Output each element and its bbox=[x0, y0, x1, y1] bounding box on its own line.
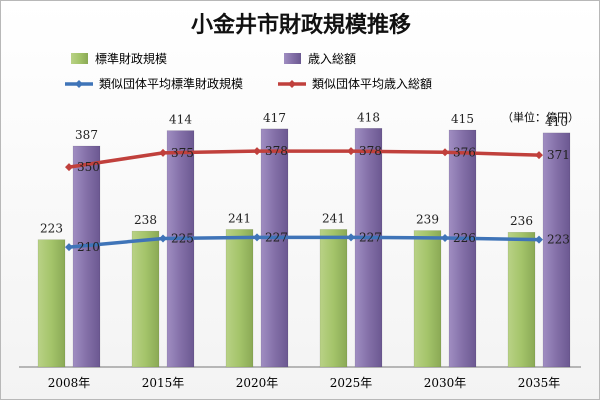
line-point-avg-standard-scale-3 bbox=[347, 233, 355, 242]
line-point-avg-standard-scale-5 bbox=[535, 235, 543, 244]
line-value-label: 378 bbox=[265, 144, 288, 158]
legend-swatch bbox=[71, 53, 88, 64]
line-point-avg-revenue-total-4 bbox=[441, 148, 449, 157]
bar-value-label: 241 bbox=[228, 211, 251, 225]
legend-marker bbox=[288, 80, 296, 88]
line-value-label: 371 bbox=[547, 148, 570, 162]
bar-value-label: 238 bbox=[134, 213, 157, 227]
line-point-avg-standard-scale-4 bbox=[441, 233, 449, 242]
line-point-avg-standard-scale-1 bbox=[159, 234, 167, 243]
line-avg-standard-scale bbox=[68, 235, 540, 249]
bar-revenue-total-2 bbox=[260, 128, 289, 368]
x-tick-label: 2025年 bbox=[330, 376, 373, 390]
bar-value-label: 239 bbox=[416, 213, 439, 227]
bar-revenue-total-4 bbox=[448, 129, 477, 368]
bar-value-label: 387 bbox=[75, 128, 98, 142]
bar-revenue-total-3 bbox=[354, 128, 383, 368]
bar-standard-scale-3 bbox=[319, 229, 348, 368]
plot-area: 223 387 2008年 238 414 2015年 241 417 2020年 241 418 2… bbox=[37, 110, 571, 390]
line-avg-revenue-total bbox=[68, 149, 540, 169]
line-value-label: 376 bbox=[453, 145, 476, 159]
bar-value-label: 418 bbox=[357, 110, 380, 124]
legend-swatch bbox=[284, 53, 301, 64]
bar-standard-scale-4 bbox=[413, 230, 442, 368]
bar-value-label: 415 bbox=[451, 112, 474, 126]
line-value-label: 225 bbox=[171, 232, 194, 246]
line-value-label: 375 bbox=[171, 146, 194, 160]
bar-value-label: 410 bbox=[545, 115, 568, 129]
line-value-label: 227 bbox=[359, 230, 382, 244]
bar-revenue-total-5 bbox=[542, 132, 571, 368]
bar-standard-scale-2 bbox=[225, 229, 254, 368]
bar-revenue-total-1 bbox=[166, 130, 195, 368]
line-value-label: 223 bbox=[547, 233, 570, 247]
bar-value-label: 241 bbox=[322, 211, 345, 225]
bar-value-label: 236 bbox=[510, 214, 533, 228]
x-tick-label: 2035年 bbox=[518, 376, 561, 390]
bar-standard-scale-0 bbox=[37, 239, 66, 368]
line-value-label: 210 bbox=[77, 240, 100, 254]
line-value-label: 350 bbox=[77, 160, 100, 174]
line-value-label: 378 bbox=[359, 144, 382, 158]
line-point-avg-revenue-total-2 bbox=[253, 147, 261, 156]
line-point-avg-revenue-total-0 bbox=[65, 163, 73, 172]
chart-title: 小金井市財政規模推移 bbox=[191, 12, 411, 38]
line-point-avg-revenue-total-1 bbox=[159, 148, 167, 157]
legend-marker bbox=[75, 80, 83, 88]
bar-revenue-total-0 bbox=[72, 145, 101, 368]
line-value-label: 227 bbox=[265, 230, 288, 244]
line-value-label: 226 bbox=[453, 231, 476, 245]
x-tick-label: 2008年 bbox=[48, 376, 91, 390]
line-point-avg-revenue-total-5 bbox=[535, 151, 543, 160]
legend-label: 歳入総額 bbox=[308, 52, 356, 66]
line-point-avg-standard-scale-2 bbox=[253, 233, 261, 242]
unit-label: （単位：億円） bbox=[502, 110, 579, 124]
x-tick-label: 2030年 bbox=[424, 376, 467, 390]
legend-label: 類似団体平均歳入総額 bbox=[312, 77, 432, 91]
legend-label: 標準財政規模 bbox=[95, 51, 167, 66]
line-point-avg-revenue-total-3 bbox=[347, 147, 355, 156]
x-tick-label: 2015年 bbox=[142, 376, 185, 390]
bar-value-label: 223 bbox=[40, 222, 63, 236]
x-tick-label: 2020年 bbox=[236, 376, 279, 390]
bar-standard-scale-5 bbox=[507, 231, 536, 368]
bar-value-label: 417 bbox=[263, 111, 286, 125]
bar-standard-scale-1 bbox=[131, 230, 160, 368]
legend-label: 類似団体平均標準財政規模 bbox=[99, 76, 243, 91]
line-point-avg-standard-scale-0 bbox=[65, 243, 73, 252]
bar-value-label: 414 bbox=[169, 113, 192, 127]
